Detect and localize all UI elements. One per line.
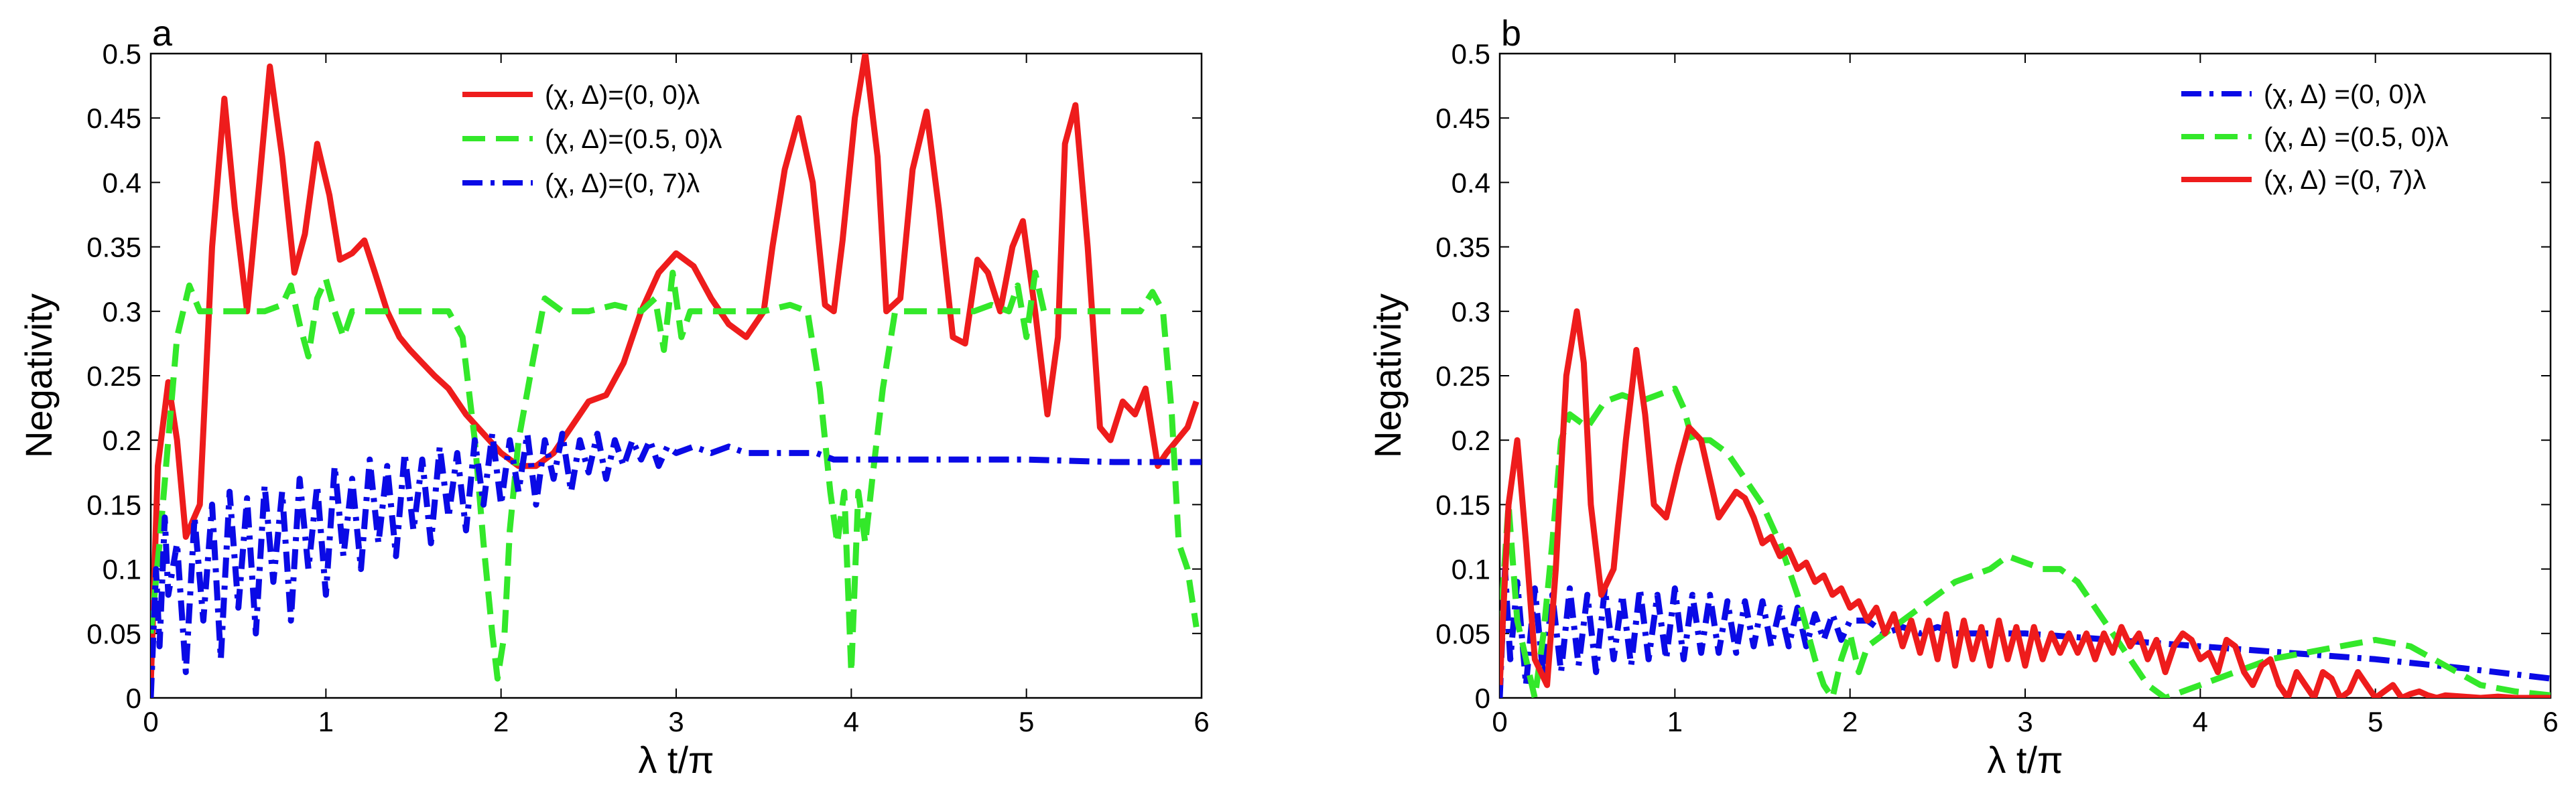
x-axis-title: λ t/π <box>1987 739 2063 781</box>
x-tick-label: 6 <box>2542 706 2558 737</box>
y-tick-label: 0.2 <box>103 425 141 456</box>
legend-label: (χ, Δ)=(0, 7)λ <box>545 169 700 198</box>
y-tick-label: 0.25 <box>1435 360 1490 392</box>
legend-label: (χ, Δ) =(0, 0)λ <box>2264 80 2426 109</box>
legend-label: (χ, Δ)=(0.5, 0)λ <box>545 125 722 154</box>
series-line-3 <box>151 431 1202 698</box>
panel-letter: a <box>152 13 173 54</box>
x-tick-label: 0 <box>143 706 158 737</box>
y-tick-label: 0.45 <box>1435 102 1490 134</box>
y-tick-label: 0.15 <box>86 489 141 520</box>
y-tick-label: 0.3 <box>1452 296 1490 328</box>
y-tick-label: 0.1 <box>1452 554 1490 585</box>
legend-label: (χ, Δ)=(0, 0)λ <box>545 80 700 110</box>
y-axis-title: Negativity <box>17 293 60 458</box>
legend-label: (χ, Δ) =(0.5, 0)λ <box>2264 123 2449 152</box>
x-axis-title: λ t/π <box>638 739 714 781</box>
chart-panel-b: 0 1 2 3 4 5 6 0 0.05 0.1 0.15 0.2 0.25 0.3 0.35 0.4 0.45… <box>1366 13 2559 781</box>
chart-panel-a: 0 1 2 3 4 5 6 0 0.05 0.1 0.15 0.2 0.25 0.3 0.35 0.4 0.45… <box>17 13 1210 781</box>
series-line-1 <box>151 54 1200 685</box>
y-tick-label: 0.45 <box>86 102 141 134</box>
series-line-3 <box>1500 308 2551 698</box>
x-tick-label: 5 <box>1019 706 1034 737</box>
x-tick-label: 1 <box>1667 706 1683 737</box>
x-tick-label: 3 <box>2017 706 2033 737</box>
x-tick-label: 6 <box>1194 706 1209 737</box>
y-tick-label: 0.4 <box>103 167 141 198</box>
y-tick-label: 0.3 <box>103 296 141 328</box>
y-tick-label: 0.25 <box>86 360 141 392</box>
y-tick-label: 0.15 <box>1435 489 1490 520</box>
y-tick-label: 0 <box>1475 682 1490 714</box>
y-tick-label: 0.2 <box>1452 425 1490 456</box>
panel-letter: b <box>1501 13 1521 54</box>
x-tick-label: 2 <box>1842 706 1858 737</box>
x-tick-label: 5 <box>2368 706 2383 737</box>
y-tick-label: 0.35 <box>1435 232 1490 263</box>
x-tick-label: 4 <box>2193 706 2208 737</box>
series-line-1 <box>1500 566 2551 698</box>
x-tick-label: 1 <box>318 706 334 737</box>
y-tick-label: 0.5 <box>103 38 141 70</box>
series-line-2 <box>151 269 1200 682</box>
y-tick-label: 0.05 <box>1435 618 1490 650</box>
y-tick-label: 0.05 <box>86 618 141 650</box>
legend-label: (χ, Δ) =(0, 7)λ <box>2264 165 2426 195</box>
y-tick-label: 0.4 <box>1452 167 1490 198</box>
legend: (χ, Δ) =(0, 0)λ (χ, Δ) =(0.5, 0)λ (χ, Δ) =… <box>2181 80 2449 195</box>
series-line-2 <box>1500 385 2551 698</box>
y-tick-label: 0.1 <box>103 554 141 585</box>
x-tick-label: 0 <box>1492 706 1507 737</box>
legend: (χ, Δ)=(0, 0)λ (χ, Δ)=(0.5, 0)λ (χ, Δ)=(0,… <box>462 80 722 198</box>
x-tick-label: 2 <box>493 706 509 737</box>
y-tick-label: 0.5 <box>1452 38 1490 70</box>
x-tick-label: 3 <box>668 706 684 737</box>
y-tick-label: 0.35 <box>86 232 141 263</box>
x-tick-label: 4 <box>844 706 859 737</box>
y-axis-title: Negativity <box>1366 293 1409 458</box>
y-tick-label: 0 <box>126 682 141 714</box>
